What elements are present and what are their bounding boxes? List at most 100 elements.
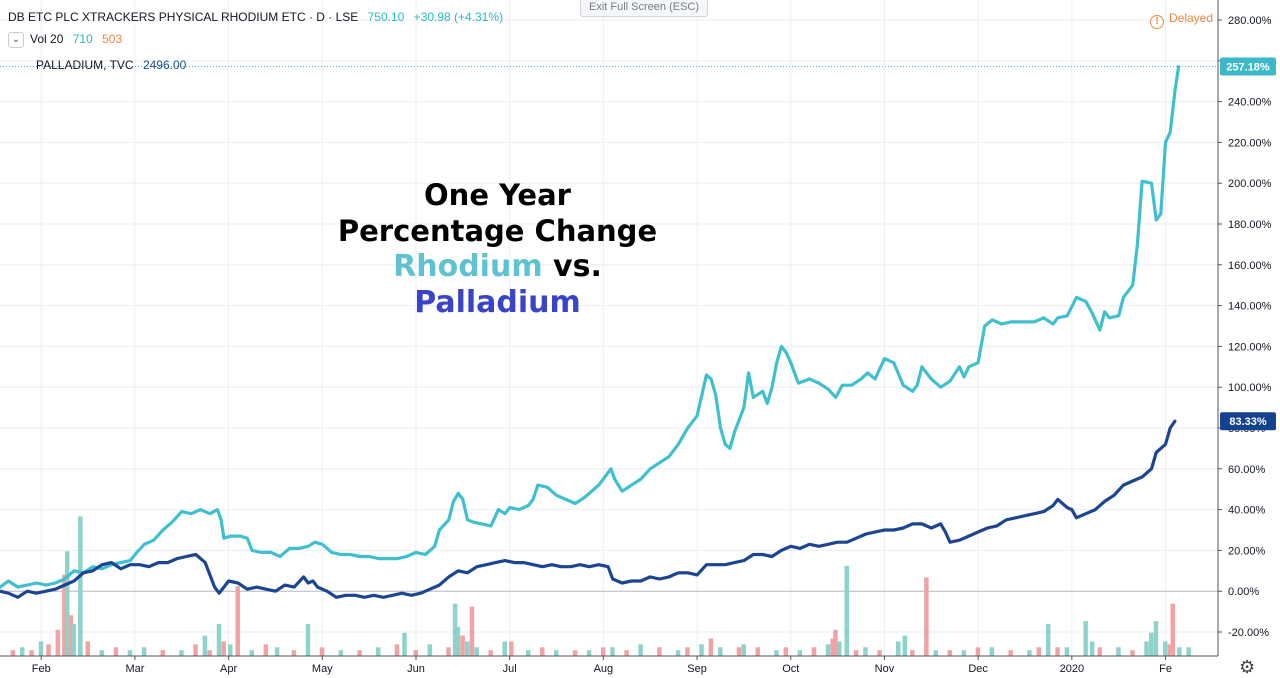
volume-bar [455, 626, 461, 656]
annotation-palladium: Palladium [414, 285, 581, 320]
volume-bar [1167, 644, 1173, 656]
x-tick-label: Aug [594, 663, 614, 675]
volume-bar [975, 647, 981, 656]
volume-bar [216, 624, 222, 656]
volume-bar [896, 641, 901, 656]
volume-bar [717, 647, 723, 656]
volume-bar [249, 650, 255, 656]
volume-bar [708, 638, 714, 656]
volume-bar [741, 644, 746, 656]
volume-bar [202, 635, 208, 656]
volume-bar [833, 629, 838, 656]
volume-bar [933, 650, 938, 656]
volume-bar [1008, 650, 1013, 656]
volume-bar [474, 647, 479, 656]
exit-fullscreen-button[interactable]: Exit Full Screen (ESC) [580, 0, 708, 17]
y-tick-label: 240.00% [1228, 97, 1272, 109]
volume-bar [610, 647, 615, 656]
volume-bar [539, 647, 545, 656]
volume-bar [1027, 650, 1032, 656]
last-price: 750.10 [367, 10, 405, 24]
x-tick-label: Apr [220, 663, 237, 675]
volume-bar [141, 647, 147, 656]
volume-bar [1153, 621, 1159, 656]
volume-bar [71, 624, 77, 656]
volume-bar [305, 624, 311, 656]
volume-legend: ⌄ Vol 20 710 503 [8, 32, 128, 48]
volume-bar [902, 635, 908, 656]
volume-bar [446, 647, 451, 656]
volume-bar [755, 647, 760, 656]
delayed-label: Delayed [1169, 11, 1214, 25]
volume-bar [179, 650, 184, 656]
volume-bar [376, 647, 381, 656]
volume-bar [1170, 603, 1176, 656]
volume-bar [774, 650, 779, 656]
volume-bar [811, 647, 817, 656]
volume-bar [853, 650, 859, 656]
volume-bar [699, 644, 704, 656]
volume-bar [600, 647, 606, 656]
volume-bar [62, 574, 67, 656]
volume-bar [263, 644, 269, 656]
volume-bar [465, 641, 470, 656]
volume-bar [452, 603, 458, 656]
volume-bar [160, 650, 166, 656]
chevron-down-icon[interactable]: ⌄ [8, 32, 24, 48]
y-tick-label: -20.00% [1228, 627, 1269, 639]
grid-lines [0, 0, 1218, 656]
x-tick-label: Sep [687, 663, 707, 675]
volume-bar [469, 606, 475, 656]
x-tick-label: Jun [407, 663, 425, 675]
volume-bar [207, 650, 212, 656]
x-tick-label: Jul [503, 663, 517, 675]
volume-bar [319, 647, 325, 656]
annotation-rhodium: Rhodium [393, 249, 543, 284]
volume-value-2: 503 [102, 32, 123, 47]
x-tick-label: May [312, 663, 333, 675]
volume-bar [657, 647, 662, 656]
volume-bar [685, 647, 690, 656]
x-tick-label: 2020 [1060, 663, 1084, 675]
volume-bar [78, 516, 83, 656]
symbol-title[interactable]: DB ETC PLC XTRACKERS PHYSICAL RHODIUM ET… [8, 10, 359, 24]
y-tick-label: 0.00% [1228, 586, 1259, 598]
volume-bar [427, 644, 433, 656]
volume-bar [525, 650, 531, 656]
last-value-badge-rhodium [1220, 57, 1276, 76]
volume-value-1: 710 [72, 32, 93, 47]
delayed-indicator[interactable]: ! Delayed [1150, 11, 1213, 29]
volume-bar [19, 647, 25, 656]
y-tick-label: 200.00% [1228, 178, 1272, 190]
volume-bar [488, 650, 493, 656]
compare-symbol[interactable]: PALLADIUM, TVC [36, 58, 134, 72]
x-tick-label: Mar [125, 663, 144, 675]
volume-bar [502, 641, 508, 656]
volume-bar [624, 650, 629, 656]
volume-bar [193, 644, 198, 656]
warning-icon: ! [1150, 15, 1164, 29]
volume-label[interactable]: Vol 20 [30, 32, 64, 47]
annotation-line-1: One Year [424, 178, 571, 212]
volume-bar [989, 647, 995, 656]
compare-value: 2496.00 [142, 58, 187, 72]
volume-bar [1055, 647, 1060, 656]
volume-bar [1064, 647, 1070, 656]
y-tick-label: 220.00% [1228, 137, 1272, 149]
gear-icon[interactable]: ⚙ [1239, 657, 1256, 677]
series-line-rhodium [0, 65, 1181, 589]
y-tick-label: 180.00% [1228, 219, 1272, 231]
volume-bar [783, 647, 789, 656]
volume-bar [1177, 647, 1182, 656]
volume-bar [638, 644, 643, 656]
y-tick-label: 140.00% [1228, 301, 1272, 313]
volume-bar [736, 647, 742, 656]
volume-bar [46, 644, 51, 656]
volume-bar [844, 565, 849, 656]
volume-bar [291, 650, 297, 656]
volume-bar [338, 650, 344, 656]
volume-bar [509, 641, 514, 656]
volume-bar [274, 647, 280, 656]
volume-bar [127, 650, 133, 656]
